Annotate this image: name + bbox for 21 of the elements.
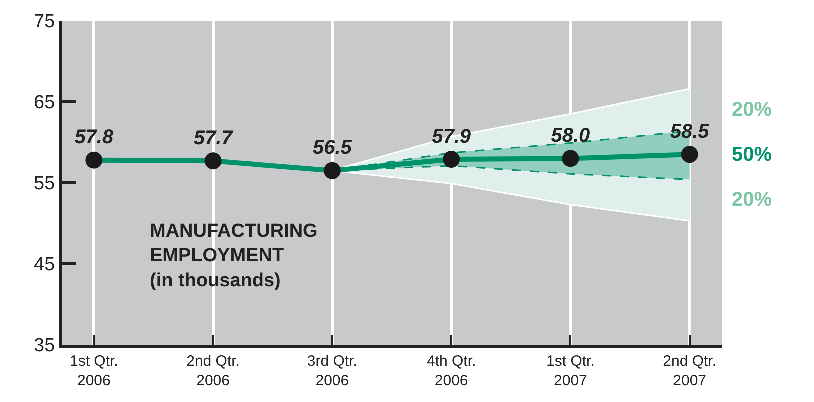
x-tick-label: 1st Qtr. 2007	[546, 353, 595, 390]
data-label: 58.5	[670, 121, 710, 144]
x-tick-label: 4th Qtr. 2006	[426, 353, 476, 390]
data-label: 56.5	[312, 137, 353, 160]
x-tick-label: 1st Qtr. 2006	[70, 353, 118, 390]
data-label: 57.7	[194, 128, 234, 150]
y-tick-label: 35	[34, 336, 56, 357]
y-tick-label: 75	[34, 12, 56, 33]
text: 50%	[732, 144, 772, 166]
data-label: 58.0	[551, 125, 590, 148]
annotation: MANUFACTURING EMPLOYMENT (in thousands)	[150, 221, 318, 292]
data-label: 57.8	[74, 126, 115, 149]
data-label: 57.9	[432, 126, 472, 148]
y-tick-label: 65	[34, 92, 56, 114]
x-tick-label: 2nd Qtr. 2007	[663, 353, 717, 390]
x-tick-label: 2nd Qtr. 2006	[186, 353, 240, 390]
y-tick-label: 45	[34, 254, 56, 276]
text: 20%	[732, 99, 772, 121]
y-tick-label: 55	[34, 174, 56, 195]
x-tick-label: 3rd Qtr. 2006	[307, 353, 358, 390]
text: 20%	[732, 189, 772, 211]
